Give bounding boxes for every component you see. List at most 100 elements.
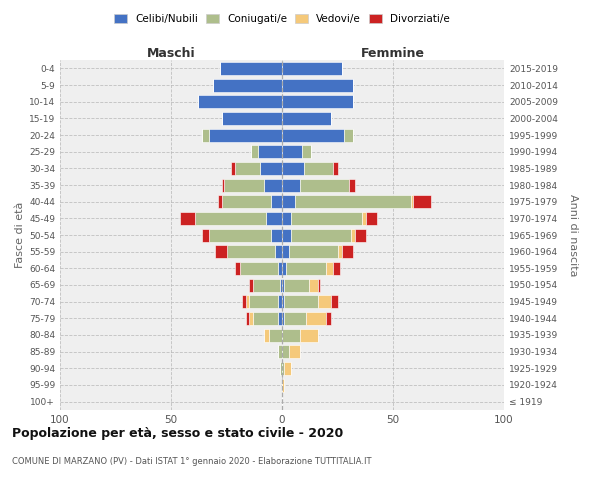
Bar [197, 95, 282, 108]
Bar [227, 245, 275, 258]
Bar [284, 278, 308, 291]
Bar [249, 278, 253, 291]
Bar [282, 328, 300, 342]
Bar [235, 162, 260, 175]
Bar [240, 262, 278, 275]
Bar [202, 128, 209, 141]
Bar [264, 178, 282, 192]
Bar [362, 212, 367, 225]
Bar [367, 212, 377, 225]
Bar [249, 295, 278, 308]
Bar [291, 228, 351, 241]
Bar [282, 212, 291, 225]
Bar [333, 162, 337, 175]
Bar [202, 228, 209, 241]
Text: COMUNE DI MARZANO (PV) - Dati ISTAT 1° gennaio 2020 - Elaborazione TUTTITALIA.IT: COMUNE DI MARZANO (PV) - Dati ISTAT 1° g… [12, 458, 371, 466]
Bar [280, 362, 282, 375]
Bar [282, 195, 295, 208]
Bar [266, 212, 282, 225]
Bar [224, 178, 264, 192]
Bar [317, 278, 320, 291]
Bar [282, 78, 353, 92]
Bar [215, 245, 227, 258]
Bar [257, 145, 282, 158]
Bar [282, 95, 353, 108]
Bar [300, 178, 349, 192]
Bar [282, 362, 284, 375]
Bar [249, 312, 253, 325]
Bar [282, 162, 304, 175]
Bar [209, 228, 271, 241]
Bar [209, 128, 282, 141]
Bar [300, 328, 317, 342]
Bar [284, 312, 307, 325]
Bar [282, 345, 289, 358]
Bar [284, 362, 291, 375]
Bar [247, 312, 249, 325]
Bar [213, 78, 282, 92]
Bar [289, 345, 300, 358]
Bar [271, 195, 282, 208]
Bar [222, 112, 282, 125]
Bar [355, 228, 367, 241]
Bar [331, 295, 338, 308]
Bar [282, 262, 286, 275]
Bar [278, 345, 282, 358]
Bar [180, 212, 196, 225]
Bar [253, 312, 278, 325]
Bar [413, 195, 431, 208]
Bar [344, 128, 353, 141]
Bar [271, 228, 282, 241]
Bar [264, 328, 269, 342]
Bar [282, 295, 284, 308]
Bar [278, 312, 282, 325]
Bar [278, 295, 282, 308]
Bar [291, 212, 362, 225]
Bar [333, 262, 340, 275]
Bar [282, 228, 291, 241]
Bar [278, 262, 282, 275]
Bar [282, 145, 302, 158]
Bar [231, 162, 235, 175]
Bar [280, 278, 282, 291]
Bar [282, 312, 284, 325]
Bar [282, 378, 284, 392]
Text: Popolazione per età, sesso e stato civile - 2020: Popolazione per età, sesso e stato civil… [12, 428, 343, 440]
Bar [349, 178, 355, 192]
Bar [222, 178, 224, 192]
Bar [304, 162, 333, 175]
Bar [251, 145, 257, 158]
Bar [282, 178, 300, 192]
Bar [326, 312, 331, 325]
Bar [269, 328, 282, 342]
Bar [242, 295, 247, 308]
Bar [295, 195, 411, 208]
Text: Femmine: Femmine [361, 47, 425, 60]
Legend: Celibi/Nubili, Coniugati/e, Vedovi/e, Divorziati/e: Celibi/Nubili, Coniugati/e, Vedovi/e, Di… [110, 10, 454, 29]
Bar [220, 62, 282, 75]
Bar [411, 195, 413, 208]
Bar [282, 278, 284, 291]
Bar [286, 262, 326, 275]
Y-axis label: Fasce di età: Fasce di età [15, 202, 25, 268]
Bar [247, 295, 249, 308]
Bar [351, 228, 355, 241]
Bar [196, 212, 266, 225]
Text: Maschi: Maschi [146, 47, 196, 60]
Bar [342, 245, 353, 258]
Bar [326, 262, 333, 275]
Bar [317, 295, 331, 308]
Bar [235, 262, 240, 275]
Bar [253, 278, 280, 291]
Bar [307, 312, 326, 325]
Bar [282, 245, 289, 258]
Bar [289, 245, 337, 258]
Bar [275, 245, 282, 258]
Bar [222, 195, 271, 208]
Bar [218, 195, 222, 208]
Bar [282, 112, 331, 125]
Bar [260, 162, 282, 175]
Bar [337, 245, 342, 258]
Y-axis label: Anni di nascita: Anni di nascita [568, 194, 578, 276]
Bar [308, 278, 317, 291]
